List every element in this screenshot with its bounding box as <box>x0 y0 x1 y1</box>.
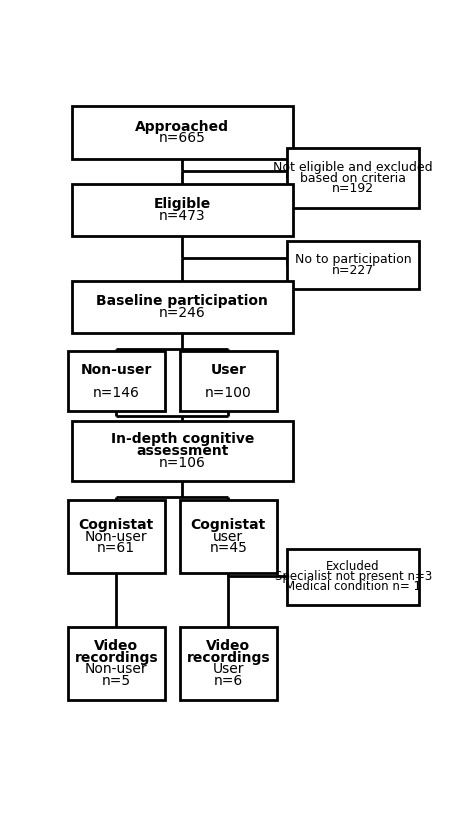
Text: Cognistat: Cognistat <box>79 518 154 532</box>
Text: n=5: n=5 <box>101 674 131 688</box>
Bar <box>72 421 292 481</box>
Text: n=106: n=106 <box>159 456 206 470</box>
Text: n=665: n=665 <box>159 131 206 145</box>
Bar <box>72 281 292 333</box>
Text: Specialist not present n=3: Specialist not present n=3 <box>274 570 432 583</box>
Bar <box>287 148 419 208</box>
Text: n=146: n=146 <box>93 386 140 400</box>
Text: Cognistat: Cognistat <box>191 518 266 532</box>
Bar <box>180 500 277 574</box>
Text: n=473: n=473 <box>159 208 206 222</box>
Text: recordings: recordings <box>74 651 158 665</box>
Bar <box>287 241 419 289</box>
Text: Excluded: Excluded <box>326 560 380 574</box>
Text: assessment: assessment <box>136 444 228 458</box>
Text: User: User <box>210 363 246 377</box>
Text: Video: Video <box>206 639 250 653</box>
Text: Non-user: Non-user <box>81 363 152 377</box>
Text: n=192: n=192 <box>332 182 374 195</box>
Text: Non-user: Non-user <box>85 530 147 544</box>
Text: Not eligible and excluded: Not eligible and excluded <box>273 162 433 175</box>
Bar <box>287 549 419 605</box>
Text: Non-user: Non-user <box>85 662 147 677</box>
Text: n=6: n=6 <box>214 674 243 688</box>
Bar <box>67 500 165 574</box>
Text: Eligible: Eligible <box>154 197 211 211</box>
Text: No to participation: No to participation <box>295 254 411 266</box>
Bar <box>72 184 292 236</box>
Text: User: User <box>212 662 244 677</box>
Text: Baseline participation: Baseline participation <box>96 294 268 308</box>
Text: Video: Video <box>94 639 138 653</box>
Text: user: user <box>213 530 243 544</box>
Text: Approached: Approached <box>135 119 229 133</box>
Bar <box>180 351 277 411</box>
Text: n=45: n=45 <box>210 541 247 555</box>
Bar <box>180 627 277 700</box>
Text: n=100: n=100 <box>205 386 252 400</box>
Bar <box>67 351 165 411</box>
Bar <box>67 627 165 700</box>
Text: In-depth cognitive: In-depth cognitive <box>110 433 254 447</box>
Bar <box>72 106 292 158</box>
Text: based on criteria: based on criteria <box>300 171 406 185</box>
Text: n=61: n=61 <box>97 541 135 555</box>
Text: Medical condition n= 1: Medical condition n= 1 <box>285 580 421 593</box>
Text: n=246: n=246 <box>159 306 206 320</box>
Text: recordings: recordings <box>186 651 270 665</box>
Text: n=227: n=227 <box>332 264 374 277</box>
